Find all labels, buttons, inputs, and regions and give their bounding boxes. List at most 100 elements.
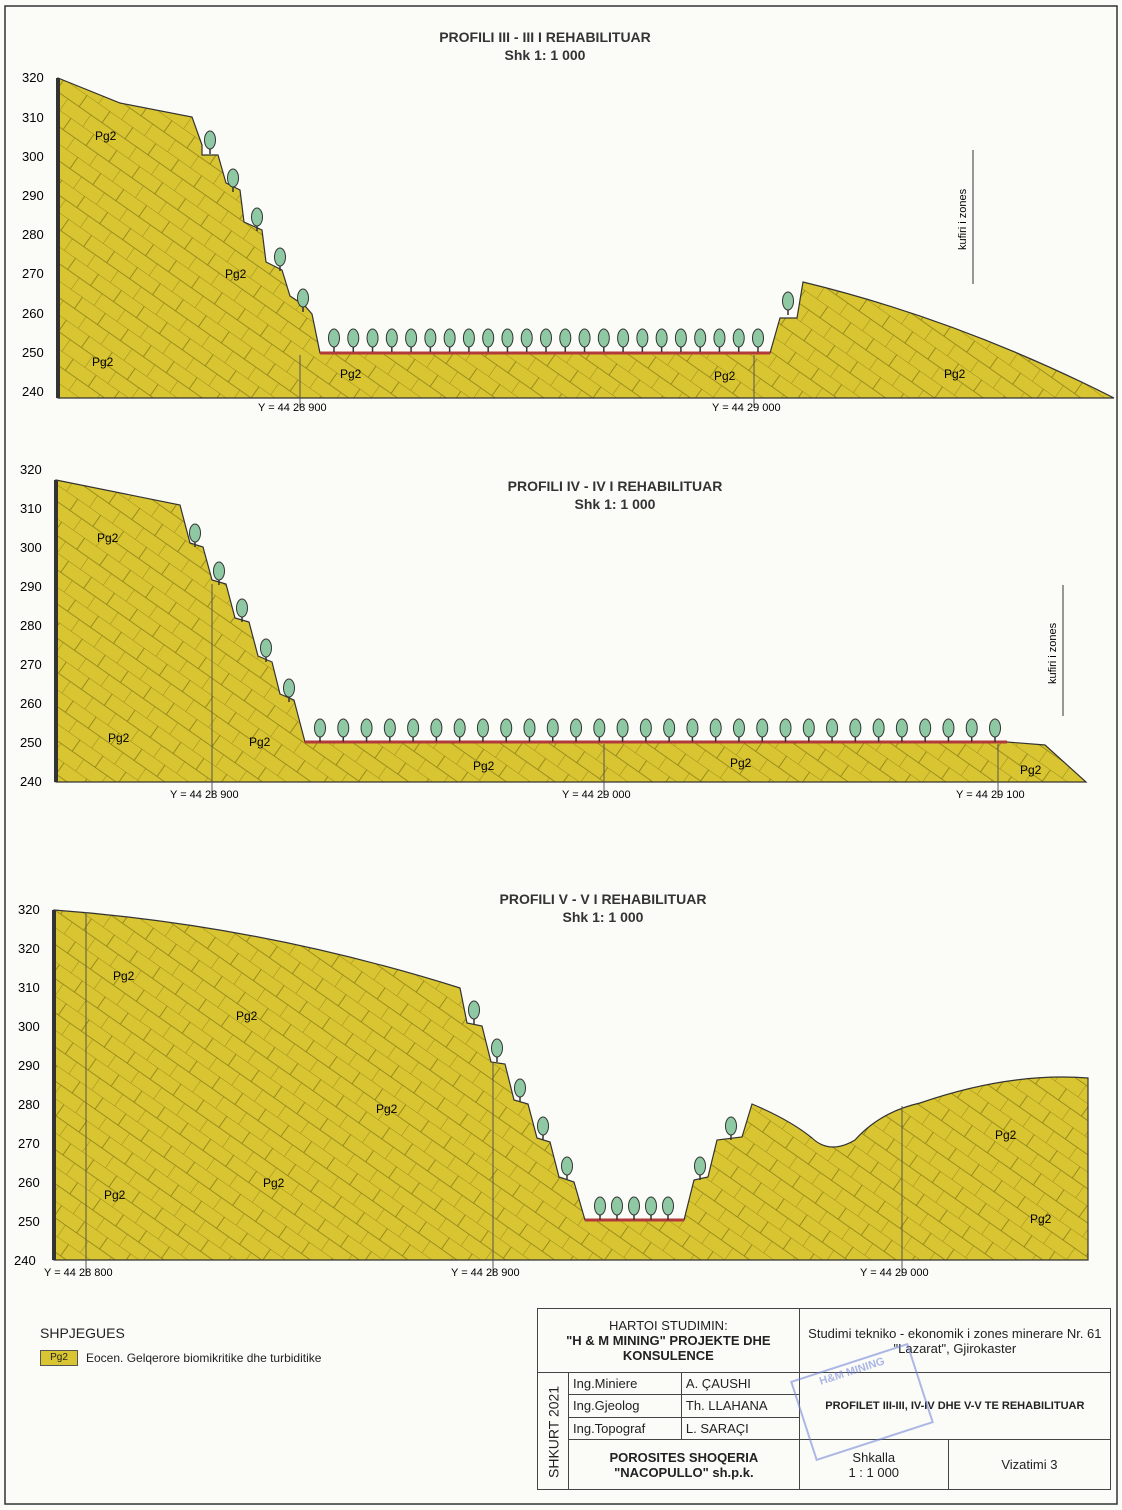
profile-2: 320 310 300 290 280 270 260 250 240 Pg2 … (20, 462, 1088, 801)
tree-icon (328, 328, 340, 352)
prepared-by-title: HARTOI STUDIMIN: (608, 1318, 728, 1333)
geo-label: Pg2 (995, 1128, 1017, 1142)
profile-1: 320 310 300 290 280 270 260 250 240 Pg2 … (22, 70, 1115, 414)
tree-icon (725, 1116, 737, 1140)
profile-1-title: PROFILI III - III I REHABILITUAR Shk 1: … (380, 28, 710, 64)
geo-label: Pg2 (340, 367, 362, 381)
profile-scale: Shk 1: 1 000 (562, 909, 644, 925)
tree-icon (570, 718, 583, 742)
tree-icon (826, 718, 839, 742)
geo-label: Pg2 (376, 1102, 398, 1116)
tree-icon (732, 718, 745, 742)
tree-icon (385, 328, 398, 352)
tree-icon (872, 718, 885, 742)
tree-icon (756, 718, 769, 742)
coord-label: Y = 44 29 100 (956, 789, 1025, 801)
tree-icon (468, 1000, 480, 1024)
geo-label: Pg2 (1020, 763, 1042, 777)
geo-label: Pg2 (1030, 1212, 1052, 1226)
geo-label: Pg2 (944, 367, 966, 381)
staff-name: A. ÇAUSHI (680, 1371, 800, 1396)
tree-icon (694, 1156, 706, 1180)
tree-icon (895, 718, 908, 742)
tree-icon (989, 718, 1001, 742)
tree-icon (732, 328, 745, 352)
tree-icon (537, 1116, 549, 1140)
tree-icon (752, 328, 764, 352)
y-tick-label: 240 (20, 774, 42, 789)
y-tick-label: 290 (18, 1058, 40, 1073)
y-tick-label: 270 (22, 266, 44, 281)
tree-icon (617, 328, 630, 352)
y-tick-label: 250 (18, 1214, 40, 1229)
y-tick-label: 240 (14, 1253, 36, 1268)
tree-icon (213, 561, 225, 585)
tree-icon (501, 328, 514, 352)
terrain-section (53, 909, 1089, 1261)
legend-title: SHPJEGUES (40, 1325, 125, 1341)
tree-icon (686, 718, 699, 742)
tree-icon (283, 678, 295, 702)
tree-icon (204, 130, 216, 154)
tree-icon (611, 1196, 623, 1220)
study-title: Studimi tekniko - ekonomik i zones miner… (798, 1308, 1112, 1373)
tree-icon (347, 328, 360, 352)
coord-label: Y = 44 28 900 (451, 1267, 520, 1279)
geo-label: Pg2 (473, 759, 495, 773)
y-tick-label: 280 (18, 1097, 40, 1112)
tree-icon (628, 1196, 640, 1220)
tree-icon (274, 247, 286, 271)
tree-icon (802, 718, 815, 742)
y-axis: 320 310 300 290 280 270 260 250 240 (20, 462, 58, 789)
tree-icon (462, 328, 475, 352)
y-axis: 320 310 300 290 280 270 260 250 240 (22, 70, 60, 399)
staff-role: Ing.Miniere (568, 1371, 682, 1396)
tree-icon (405, 328, 418, 352)
tree-icon (366, 328, 379, 352)
y-axis: 320 320 310 300 290 280 270 260 250 240 (14, 902, 56, 1268)
coord-label: Y = 44 28 900 (258, 402, 327, 414)
tree-icon (189, 523, 201, 547)
tree-icon (297, 288, 309, 312)
tree-icon (540, 328, 552, 352)
tree-icon (597, 328, 610, 352)
y-tick-label: 250 (20, 735, 42, 750)
geo-label: Pg2 (714, 369, 736, 383)
tree-icon (782, 291, 794, 315)
coord-label: Y = 44 28 800 (44, 1267, 113, 1279)
tree-icon (942, 718, 955, 742)
tree-icon (500, 718, 513, 742)
geo-label: Pg2 (225, 267, 247, 281)
y-tick-label: 270 (20, 657, 42, 672)
coord-label: Y = 44 29 000 (860, 1267, 929, 1279)
tree-icon (482, 328, 495, 352)
staff-name: Th. LLAHANA (680, 1394, 800, 1418)
legend-text: Eocen. Gelqerore biomikritike dhe turbid… (86, 1351, 322, 1365)
y-tick-label: 270 (18, 1136, 40, 1151)
geo-label: Pg2 (236, 1009, 258, 1023)
client-name: "NACOPULLO" sh.p.k. (614, 1464, 754, 1480)
boundary-label: kufiri i zones (957, 188, 969, 250)
tree-icon (578, 328, 591, 352)
date-label: SHKURT 2021 (537, 1372, 569, 1490)
tree-icon (709, 718, 722, 742)
y-tick-label: 310 (20, 501, 42, 516)
prepared-by-cell: HARTOI STUDIMIN: "H & M MINING" PROJEKTE… (537, 1308, 800, 1373)
tree-icon (360, 718, 373, 742)
tree-icon (546, 718, 559, 742)
tree-icon (561, 1156, 573, 1180)
geo-label: Pg2 (249, 735, 271, 749)
legend-swatch: Pg2 (40, 1350, 78, 1366)
y-tick-label: 260 (20, 696, 42, 711)
staff-name: L. SARAÇI (680, 1416, 800, 1441)
tree-icon (713, 328, 726, 352)
client-cell: POROSITES SHOQERIA "NACOPULLO" sh.p.k. (568, 1439, 800, 1490)
tree-icon (523, 718, 536, 742)
tree-icon (559, 328, 572, 352)
tree-icon (314, 718, 326, 742)
profile-title-text: PROFILI IV - IV I REHABILITUAR (507, 478, 723, 494)
tree-icon (639, 718, 652, 742)
geo-label: Pg2 (95, 129, 117, 143)
tree-icon (919, 718, 932, 742)
